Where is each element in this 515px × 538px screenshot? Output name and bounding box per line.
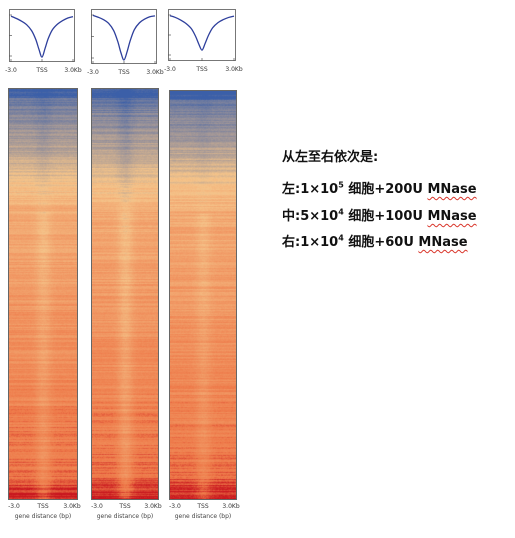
heatmap-tick-label: TSS: [37, 503, 48, 510]
profile-frame: [10, 10, 75, 62]
description-title: 从左至右依次是:: [282, 146, 378, 165]
condition-middle: 中:5×104 细胞+100U MNase: [282, 205, 477, 224]
profile-line-middle: [93, 15, 155, 60]
heatmap-middle: [91, 88, 159, 500]
condition-count: 1×10: [300, 182, 338, 197]
heatmap-tick-label: -3.0: [91, 503, 103, 510]
condition-prefix: 左:: [282, 182, 300, 197]
condition-right: 右:1×104 细胞+60U MNase: [282, 231, 468, 250]
profile-line-right: [170, 16, 234, 50]
profile-line-left: [11, 16, 73, 57]
profile-tick-label: -3.0: [164, 66, 176, 73]
condition-enzyme: MNase: [427, 209, 476, 224]
heatmap-tick-label: -3.0: [8, 503, 20, 510]
condition-count: 5×10: [300, 209, 338, 224]
profile-tick-label: 3.0Kb: [64, 67, 81, 74]
profile-plot-left: [9, 9, 75, 62]
heatmap-canvas-middle: [92, 89, 158, 499]
condition-left: 左:1×105 细胞+200U MNase: [282, 178, 477, 197]
x-axis-label: gene distance (bp): [15, 513, 72, 520]
profile-tick-label: -3.0: [5, 67, 17, 74]
profile-tick-label: TSS: [36, 67, 47, 74]
profile-plot-middle: [91, 9, 157, 64]
condition-prefix: 右:: [282, 235, 300, 250]
condition-count: 1×10: [300, 235, 338, 250]
profile-tick-label: 3.0Kb: [146, 69, 163, 76]
heatmap-tick-label: TSS: [119, 503, 130, 510]
condition-prefix: 中:: [282, 209, 300, 224]
heatmap-canvas-right: [170, 91, 236, 499]
x-axis-label: gene distance (bp): [97, 513, 154, 520]
condition-enzyme: MNase: [427, 182, 476, 197]
heatmap-canvas-left: [9, 89, 77, 499]
heatmap-tick-label: 3.0Kb: [222, 503, 239, 510]
profile-frame: [169, 10, 236, 61]
condition-suffix: 细胞+100U: [344, 209, 428, 224]
heatmap-tick-label: -3.0: [169, 503, 181, 510]
condition-suffix: 细胞+60U: [344, 235, 419, 250]
heatmap-tick-label: 3.0Kb: [63, 503, 80, 510]
profile-tick-label: -3.0: [87, 69, 99, 76]
heatmap-tick-label: TSS: [197, 503, 208, 510]
x-axis-label: gene distance (bp): [175, 513, 232, 520]
profile-tick-label: TSS: [118, 69, 129, 76]
profile-tick-label: TSS: [196, 66, 207, 73]
heatmap-tick-label: 3.0Kb: [144, 503, 161, 510]
profile-tick-label: 3.0Kb: [225, 66, 242, 73]
heatmap-left: [8, 88, 78, 500]
condition-suffix: 细胞+200U: [344, 182, 428, 197]
condition-enzyme: MNase: [418, 235, 467, 250]
profile-plot-right: [168, 9, 236, 61]
heatmap-right: [169, 90, 237, 500]
